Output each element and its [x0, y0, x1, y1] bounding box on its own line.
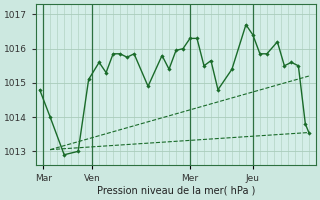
X-axis label: Pression niveau de la mer( hPa ): Pression niveau de la mer( hPa ) — [97, 186, 255, 196]
